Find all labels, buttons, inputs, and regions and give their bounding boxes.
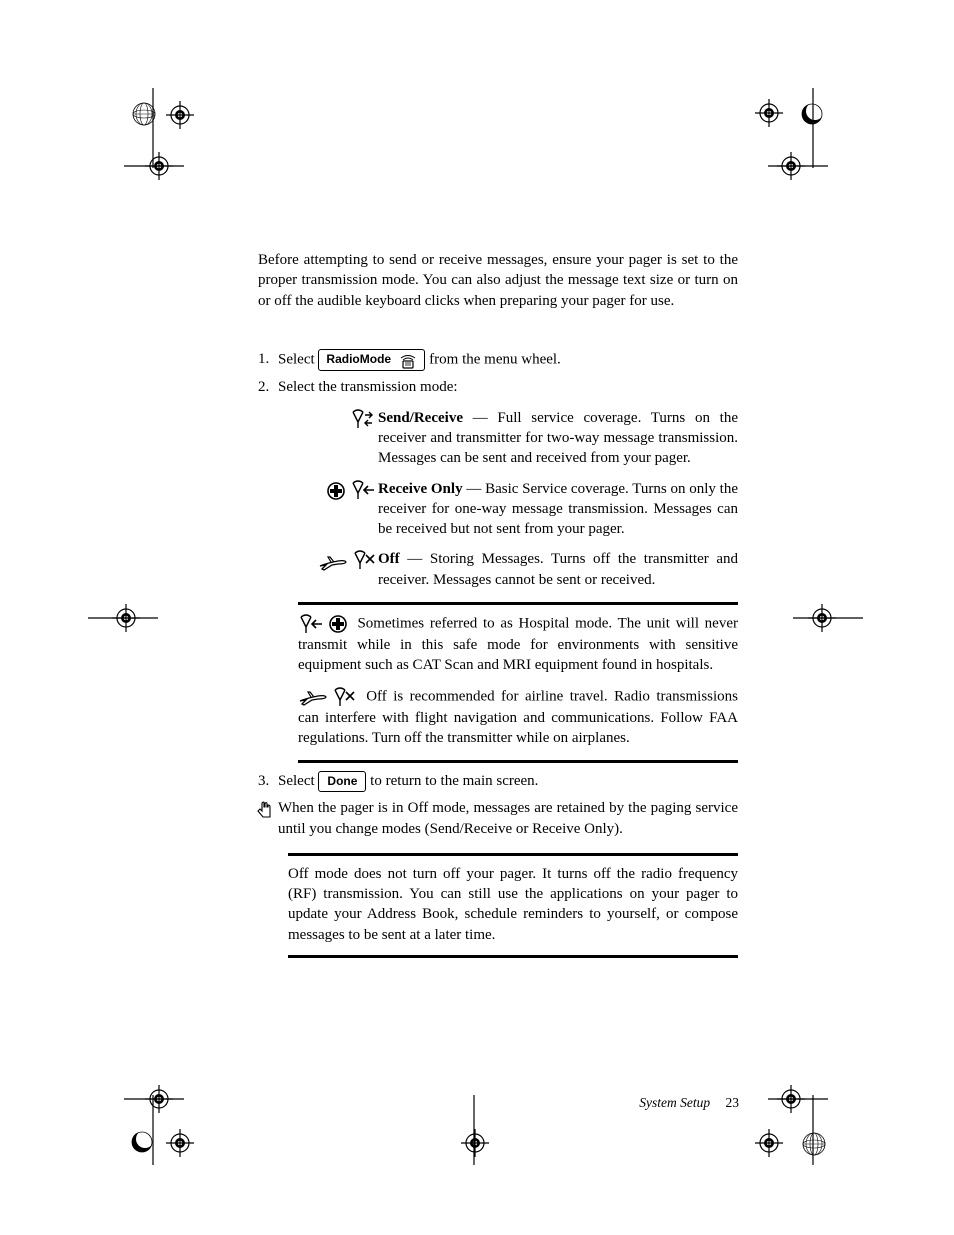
airplane-icon xyxy=(298,688,328,706)
radiomode-label: RadioMode xyxy=(326,352,391,366)
step-3: 3. Select Done to return to the main scr… xyxy=(258,771,738,792)
step-1: 1. Select RadioMode from the menu wheel. xyxy=(258,349,738,371)
step-text: Select the transmission mode: xyxy=(278,379,458,395)
mode-title: Receive Only xyxy=(378,481,463,497)
mode-receive-only: Receive Only — Basic Service coverage. T… xyxy=(308,479,738,540)
antenna-left-icon xyxy=(350,479,376,501)
reg-target-icon xyxy=(754,1128,784,1158)
satellite-icon xyxy=(397,351,417,369)
transmission-modes: Send/Receive — Full service coverage. Tu… xyxy=(308,408,738,590)
done-label: Done xyxy=(327,774,357,788)
info-text: Off is recommended for airline travel. R… xyxy=(298,688,738,746)
antenna-off-icon xyxy=(332,686,356,708)
info-text: Sometimes referred to as Hospital mode. … xyxy=(298,615,738,673)
mode-title: Off xyxy=(378,551,400,567)
crop-mark xyxy=(133,1095,173,1165)
crop-mark xyxy=(124,151,184,181)
crop-mark xyxy=(793,603,863,633)
step-text: Select xyxy=(278,351,315,367)
done-button[interactable]: Done xyxy=(318,771,366,792)
crop-mark xyxy=(88,603,158,633)
antenna-bidir-icon xyxy=(350,408,376,430)
intro-paragraph: Before attempting to send or receive mes… xyxy=(258,250,738,311)
step-number: 3. xyxy=(258,771,269,792)
tip-text: When the pager is in Off mode, messages … xyxy=(278,800,738,836)
step-text: from the menu wheel. xyxy=(429,351,561,367)
radiomode-button[interactable]: RadioMode xyxy=(318,349,425,371)
divider xyxy=(298,602,738,605)
page-footer: System Setup 23 xyxy=(639,1095,739,1111)
tip-note: When the pager is in Off mode, messages … xyxy=(258,798,738,839)
mode-body: — Storing Messages. Turns off the transm… xyxy=(378,551,738,587)
crop-mark xyxy=(798,88,828,168)
hand-point-icon xyxy=(256,800,274,820)
reg-target-icon xyxy=(165,100,195,130)
antenna-left-icon xyxy=(298,613,324,635)
antenna-off-icon xyxy=(352,549,376,571)
divider xyxy=(298,760,738,763)
step-number: 1. xyxy=(258,349,269,370)
off-mode-note: Off mode does not turn off your pager. I… xyxy=(288,864,738,945)
medical-cross-icon xyxy=(328,614,348,634)
page-body: Before attempting to send or receive mes… xyxy=(258,250,738,958)
reg-globe-icon xyxy=(130,100,158,128)
divider xyxy=(288,853,738,856)
crop-mark xyxy=(798,1095,828,1165)
footer-section: System Setup xyxy=(639,1095,710,1110)
step-text: Select xyxy=(278,773,315,789)
crop-mark xyxy=(449,1095,499,1165)
step-number: 2. xyxy=(258,377,269,398)
divider xyxy=(288,955,738,958)
mode-send-receive: Send/Receive — Full service coverage. Tu… xyxy=(308,408,738,469)
reg-target-icon xyxy=(754,98,784,128)
step-list: 1. Select RadioMode from the menu wheel.… xyxy=(258,349,738,793)
footer-page-number: 23 xyxy=(726,1095,740,1110)
info-hospital: Sometimes referred to as Hospital mode. … xyxy=(298,613,738,676)
step-text: to return to the main screen. xyxy=(370,773,538,789)
step-2: 2. Select the transmission mode: Send/Re… xyxy=(258,377,738,764)
medical-cross-icon xyxy=(326,481,346,501)
mode-title: Send/Receive xyxy=(378,410,463,426)
airplane-icon xyxy=(318,553,348,571)
mode-off: Off — Storing Messages. Turns off the tr… xyxy=(308,549,738,590)
info-airline: Off is recommended for airline travel. R… xyxy=(298,686,738,749)
